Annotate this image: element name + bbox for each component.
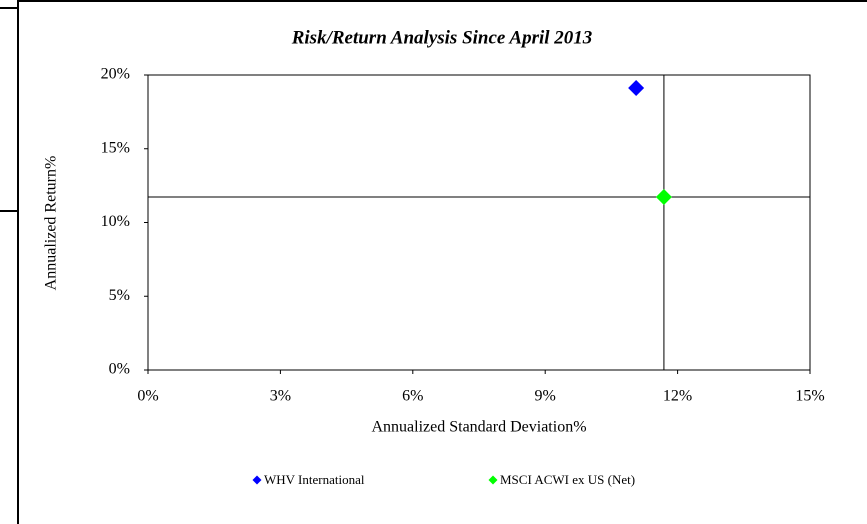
plot-area [147, 74, 811, 371]
x-axis-label: Annualized Standard Deviation% [371, 419, 586, 436]
x-tick-label: 9% [535, 388, 556, 405]
x-tick-label: 15% [795, 388, 824, 405]
y-axis-label: Annualized Return% [43, 156, 60, 291]
y-tick-label: 0% [109, 361, 130, 378]
point [628, 79, 645, 96]
x-tick-label: 3% [270, 388, 291, 405]
legend-marker [252, 475, 262, 485]
y-tick-label: 10% [101, 213, 130, 230]
point [655, 188, 672, 205]
y-tick-label: 20% [101, 66, 130, 83]
legend-label: WHV International [264, 472, 365, 487]
y-tick-label: 15% [101, 139, 130, 156]
x-tick-label: 12% [663, 388, 692, 405]
x-tick-label: 6% [402, 388, 423, 405]
chart-title: Risk/Return Analysis Since April 2013 [291, 27, 593, 48]
x-tick-label: 0% [137, 388, 158, 405]
y-tick-label: 5% [109, 287, 130, 304]
legend-label: MSCI ACWI ex US (Net) [500, 472, 635, 487]
legend-marker [488, 475, 498, 485]
